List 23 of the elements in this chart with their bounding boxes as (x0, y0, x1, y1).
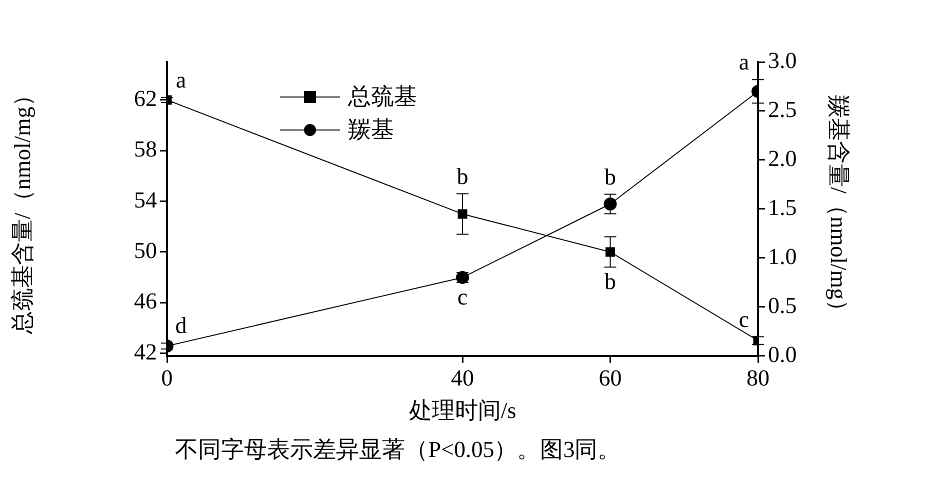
x-tick-label: 80 (746, 366, 770, 391)
y-tick-label: 46 (134, 288, 157, 314)
y-axis-title: 总巯基含量/（nmol/mg） (10, 84, 35, 336)
y2-tick-label: 2.5 (768, 97, 797, 122)
y2-tick-label: 3.0 (768, 48, 797, 74)
data-label: a (738, 50, 750, 75)
text: 不同字母表示差异显著（P<0.05）。图3同。 (174, 436, 622, 464)
x-tick-label: 40 (451, 366, 474, 391)
y2-tick-label: 0.5 (768, 292, 797, 318)
y-tick-label: 58 (134, 136, 157, 162)
y2-axis-title: 羰基含量/（nmol/mg） (826, 95, 852, 323)
y-tick-label: 50 (134, 238, 157, 264)
x-axis-title: 处理时间/s (408, 398, 516, 424)
y2-tick-label: 1.0 (768, 244, 797, 269)
x-tick-label: 60 (598, 366, 622, 391)
x-tick-label: 0 (161, 366, 173, 391)
data-label: a (176, 68, 186, 93)
y2-tick-label: 2.0 (768, 146, 797, 171)
y-tick-label: 42 (134, 339, 157, 364)
y-tick-label: 62 (134, 86, 157, 112)
y2-tick-label: 0.0 (768, 342, 797, 367)
y-tick-label: 54 (134, 187, 158, 212)
y2-tick-label: 1.5 (768, 194, 797, 220)
